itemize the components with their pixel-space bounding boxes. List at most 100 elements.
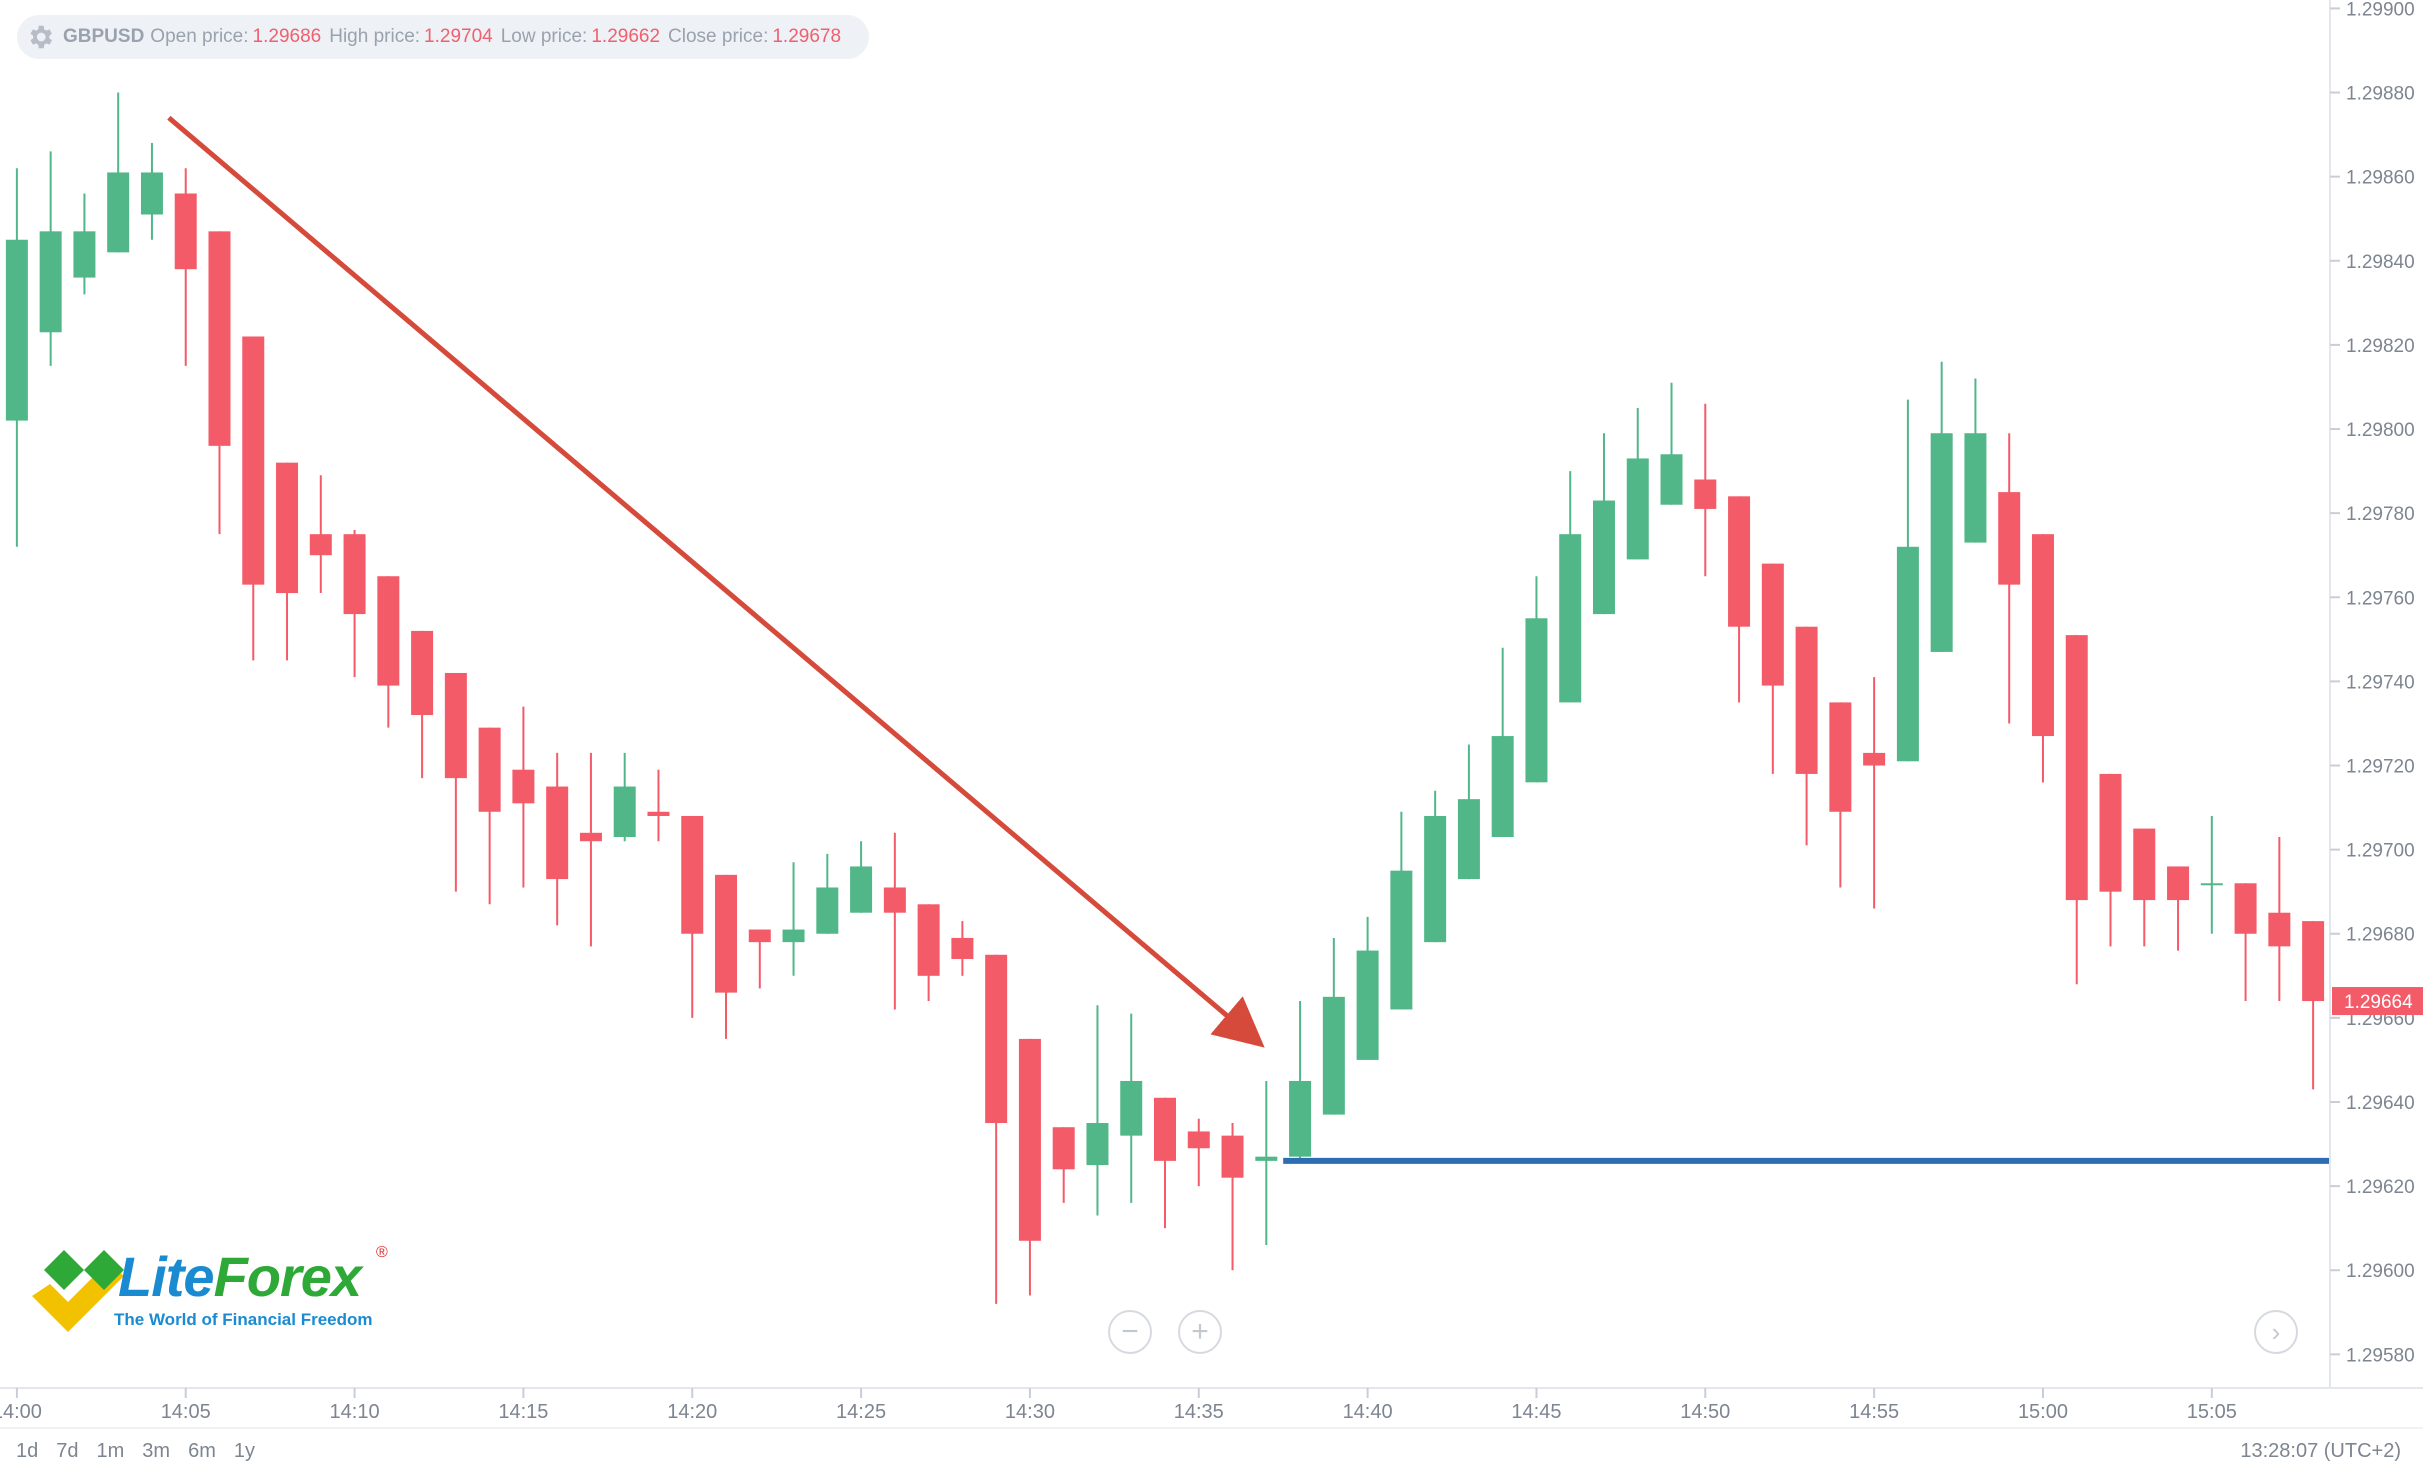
- candle-body: [1457, 799, 1480, 880]
- downtrend-arrow: [167, 115, 1265, 1048]
- zoom-in-button[interactable]: +: [1178, 1310, 1222, 1354]
- chart-clock: 13:28:07 (UTC+2): [2240, 1440, 2401, 1462]
- candle-body: [1525, 618, 1548, 783]
- candle-body: [2031, 534, 2054, 737]
- candle-body: [1964, 433, 1987, 543]
- candle-body: [2302, 921, 2325, 1002]
- candle-body: [1761, 563, 1784, 686]
- candle-body: [1592, 500, 1615, 615]
- candle: [917, 904, 940, 1002]
- candle: [546, 752, 569, 926]
- y-tick-label: 1.29900: [2346, 0, 2415, 20]
- candle: [1863, 677, 1886, 909]
- candle: [816, 853, 839, 934]
- candle-body: [1120, 1080, 1143, 1136]
- chevron-right-circle-icon: ›: [2271, 1317, 2281, 1347]
- candle: [5, 168, 28, 547]
- candle: [951, 921, 974, 976]
- y-tick-label: 1.29620: [2346, 1177, 2415, 1198]
- candle-body: [917, 904, 940, 976]
- candle-body: [1221, 1135, 1244, 1178]
- candle-body: [2268, 912, 2291, 947]
- candle: [478, 727, 501, 905]
- candle-body: [174, 193, 197, 270]
- candle: [242, 336, 265, 661]
- candle: [2234, 883, 2257, 1002]
- timeframe-3m-button[interactable]: 3m: [142, 1439, 171, 1462]
- candle-body: [782, 929, 805, 943]
- y-tick-label: 1.29800: [2346, 420, 2415, 441]
- x-tick-label: 14:30: [1005, 1401, 1055, 1423]
- y-tick-label: 1.29600: [2346, 1261, 2415, 1282]
- candle: [1592, 433, 1615, 615]
- candle-body: [140, 172, 163, 215]
- candle: [1964, 378, 1987, 543]
- candle-body: [444, 672, 467, 779]
- high-price-label: High price:: [329, 26, 421, 47]
- candle-body: [1018, 1038, 1041, 1241]
- candle: [1322, 937, 1345, 1115]
- logo-lite-text: Lite: [118, 1245, 215, 1308]
- candle-body: [951, 937, 974, 959]
- timeframe-1y-button[interactable]: 1y: [233, 1439, 256, 1462]
- logo-registered-mark: ®: [376, 1244, 388, 1261]
- timeframe-1m-button[interactable]: 1m: [96, 1439, 125, 1462]
- y-tick-label: 1.29580: [2346, 1345, 2415, 1366]
- x-tick-label: 14:40: [1343, 1401, 1393, 1423]
- candles-layer: [5, 92, 2325, 1304]
- x-tick-label: 14:00: [0, 1401, 42, 1423]
- candle-body: [1052, 1127, 1075, 1170]
- candle-body: [309, 534, 332, 556]
- axes-layer: 1.295801.296001.296201.296401.296601.296…: [0, 0, 2423, 1429]
- candle-body: [816, 887, 839, 934]
- candle: [1626, 407, 1649, 560]
- candle-body: [1863, 752, 1886, 766]
- candle: [1356, 916, 1379, 1060]
- x-tick-label: 14:35: [1174, 1401, 1224, 1423]
- candle: [140, 143, 163, 240]
- scroll-right-button[interactable]: ›: [2254, 1310, 2298, 1354]
- ohlc-info-bar: GBPUSD Open price: 1.29686 High price: 1…: [17, 15, 870, 59]
- x-tick-label: 14:25: [836, 1401, 886, 1423]
- candle: [647, 769, 670, 842]
- x-tick-label: 14:10: [330, 1401, 380, 1423]
- close-price-label: Close price:: [668, 26, 769, 47]
- logo-mark-icon: [32, 1250, 124, 1332]
- low-price-label: Low price:: [500, 26, 588, 47]
- candle-body: [1289, 1080, 1312, 1157]
- zoom-out-button[interactable]: −: [1108, 1310, 1152, 1354]
- x-tick-label: 14:45: [1511, 1401, 1561, 1423]
- candle: [1120, 1013, 1143, 1203]
- candle-body: [2200, 883, 2223, 886]
- x-tick-label: 14:55: [1849, 1401, 1899, 1423]
- candle-body: [1491, 736, 1514, 838]
- candle: [1390, 811, 1413, 1010]
- candle: [2268, 837, 2291, 1002]
- candle-body: [1896, 546, 1919, 762]
- candle: [1052, 1127, 1075, 1203]
- timeframe-7d-button[interactable]: 7d: [56, 1439, 79, 1462]
- candle: [1018, 1038, 1041, 1296]
- y-tick-label: 1.29680: [2346, 925, 2415, 946]
- candle: [985, 954, 1008, 1304]
- candle: [1660, 382, 1683, 505]
- candle-body: [1154, 1097, 1176, 1161]
- candle: [613, 752, 636, 842]
- timeframe-6m-button[interactable]: 6m: [188, 1439, 216, 1462]
- candle: [1694, 403, 1717, 577]
- candle: [2302, 921, 2325, 1090]
- y-tick-label: 1.29700: [2346, 841, 2415, 862]
- candle: [512, 706, 535, 888]
- gear-icon[interactable]: [25, 22, 55, 52]
- candle: [1795, 626, 1818, 846]
- candle-body: [1356, 950, 1379, 1060]
- y-tick-label: 1.29720: [2346, 757, 2415, 778]
- x-tick-label: 14:20: [667, 1401, 717, 1423]
- candle-body: [1187, 1131, 1210, 1149]
- open-price-value: 1.29686: [252, 26, 322, 47]
- timeframe-1d-button[interactable]: 1d: [16, 1439, 39, 1462]
- candle: [1424, 790, 1447, 943]
- close-price-value: 1.29678: [772, 26, 842, 47]
